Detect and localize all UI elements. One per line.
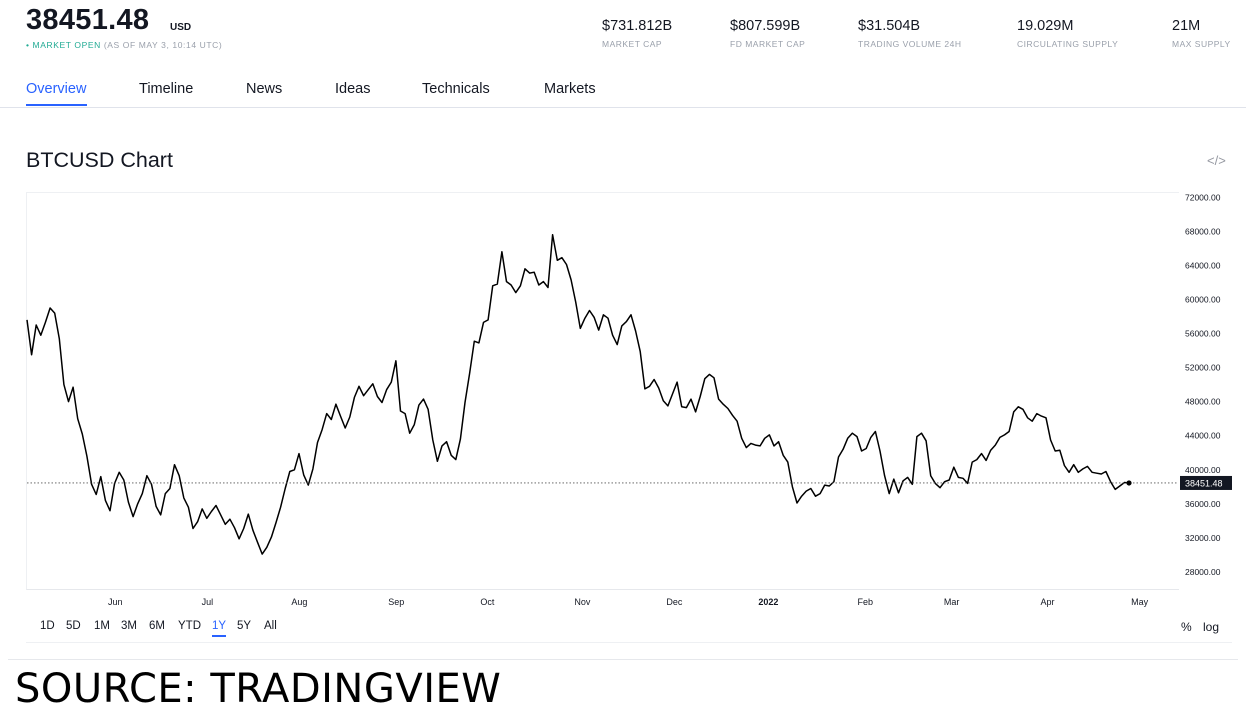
stat-label: TRADING VOLUME 24H — [858, 39, 962, 49]
x-tick-label: May — [1131, 597, 1149, 607]
x-tick-label: Jul — [202, 597, 214, 607]
source-caption: SOURCE: TRADINGVIEW — [15, 666, 502, 712]
y-tick-label: 68000.00 — [1185, 226, 1221, 236]
tab-timeline[interactable]: Timeline — [139, 81, 194, 97]
x-tick-label: Feb — [858, 597, 874, 607]
stat-label: FD MARKET CAP — [730, 39, 806, 49]
page-divider — [8, 659, 1238, 660]
log-scale-toggle[interactable]: log — [1203, 620, 1220, 634]
x-tick-label: Oct — [480, 597, 495, 607]
stat-label: MARKET CAP — [602, 39, 663, 49]
x-tick-label: Apr — [1041, 597, 1055, 607]
stat-value: $807.599B — [730, 18, 801, 34]
range-5d-button[interactable]: 5D — [66, 620, 81, 632]
active-range-indicator — [212, 635, 226, 637]
range-1y-button[interactable]: 1Y — [212, 620, 227, 632]
stat-value: 21M — [1172, 18, 1201, 34]
stat-label: MAX SUPPLY — [1172, 39, 1231, 49]
y-tick-label: 36000.00 — [1185, 499, 1221, 509]
tab-ideas[interactable]: Ideas — [335, 81, 371, 97]
market-open-label: MARKET OPEN — [32, 40, 101, 50]
x-tick-label: Mar — [944, 597, 960, 607]
last-price-tag — [1180, 475, 1232, 490]
y-tick-label: 40000.00 — [1185, 465, 1221, 475]
y-tick-label: 72000.00 — [1185, 192, 1221, 202]
tab-overview[interactable]: Overview — [26, 81, 87, 97]
y-tick-label: 32000.00 — [1185, 533, 1221, 543]
y-tick-label: 52000.00 — [1185, 363, 1221, 373]
chart-title: BTCUSD Chart — [26, 148, 173, 172]
y-tick-label: 48000.00 — [1185, 397, 1221, 407]
x-tick-label: Dec — [666, 597, 683, 607]
percent-scale-toggle[interactable]: % — [1181, 620, 1192, 634]
tab-markets[interactable]: Markets — [544, 81, 596, 97]
last-price-dot — [1126, 480, 1132, 486]
stat-max-supply: 21M MAX SUPPLY — [1172, 18, 1231, 49]
chart-plot-area[interactable] — [26, 192, 1179, 590]
x-tick-label: 2022 — [758, 597, 778, 607]
tab-news[interactable]: News — [246, 81, 283, 97]
y-tick-label: 64000.00 — [1185, 260, 1221, 270]
stat-value: $31.504B — [858, 18, 921, 34]
range-3m-button[interactable]: 3M — [121, 620, 137, 632]
market-status-time: (AS OF MAY 3, 10:14 UTC) — [103, 40, 223, 50]
y-tick-label: 28000.00 — [1185, 567, 1221, 577]
stat-value: $731.812B — [602, 18, 673, 34]
market-status: • MARKET OPEN (AS OF MAY 3, 10:14 UTC) — [26, 40, 222, 50]
x-tick-label: Jun — [108, 597, 123, 607]
code-embed-icon[interactable]: </> — [1207, 153, 1226, 168]
range-1m-button[interactable]: 1M — [94, 620, 110, 632]
market-open-dot-icon: • — [26, 40, 30, 50]
range-6m-button[interactable]: 6M — [149, 620, 165, 632]
tabs-divider — [0, 107, 1246, 108]
range-all-button[interactable]: All — [264, 620, 277, 632]
y-tick-label: 60000.00 — [1185, 294, 1221, 304]
range-ytd-button[interactable]: YTD — [178, 620, 201, 632]
y-tick-label: 56000.00 — [1185, 329, 1221, 339]
x-tick-label: Nov — [574, 597, 591, 607]
range-5y-button[interactable]: 5Y — [237, 620, 252, 632]
y-tick-label: 44000.00 — [1185, 431, 1221, 441]
stat-trading-volume: $31.504B TRADING VOLUME 24H — [858, 18, 961, 49]
price-series-line — [26, 233, 1130, 555]
price: 38451.48 — [26, 4, 150, 36]
stat-fd-market-cap: $807.599B FD MARKET CAP — [730, 18, 805, 49]
stat-circulating-supply: 19.029M CIRCULATING SUPPLY — [1017, 18, 1118, 49]
x-tick-label: Sep — [388, 597, 404, 607]
chart-bottom-divider — [26, 642, 1232, 643]
currency: USD — [170, 22, 192, 33]
x-tick-label: Aug — [291, 597, 307, 607]
last-price-tag-label: 38451.48 — [1185, 478, 1223, 488]
stat-label: CIRCULATING SUPPLY — [1017, 39, 1119, 49]
active-tab-indicator — [26, 104, 87, 106]
range-1d-button[interactable]: 1D — [40, 620, 55, 632]
tab-technicals[interactable]: Technicals — [422, 81, 490, 97]
stat-market-cap: $731.812B MARKET CAP — [602, 18, 672, 49]
stat-value: 19.029M — [1017, 18, 1074, 34]
